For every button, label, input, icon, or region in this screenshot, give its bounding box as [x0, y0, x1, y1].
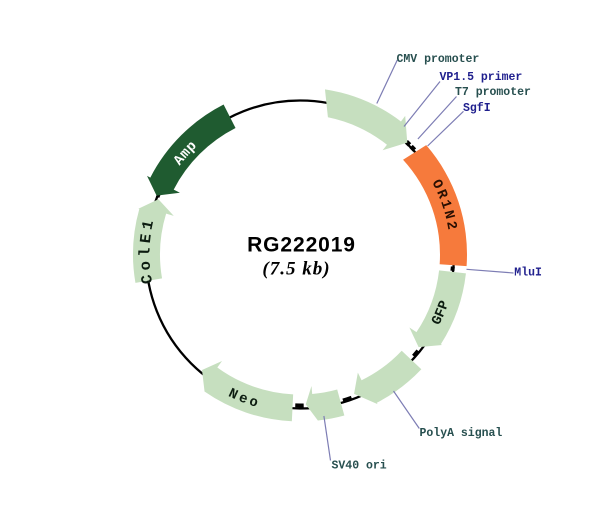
svg-text:CMV promoter: CMV promoter [397, 53, 480, 66]
svg-text:ColE1: ColE1 [136, 215, 158, 285]
svg-text:SgfI: SgfI [463, 102, 491, 115]
svg-text:T7 promoter: T7 promoter [455, 86, 531, 99]
svg-text:(7.5 kb): (7.5 kb) [262, 259, 330, 280]
svg-text:VP1.5 primer: VP1.5 primer [440, 71, 523, 84]
svg-text:RG222019: RG222019 [247, 234, 356, 257]
svg-text:PolyA signal: PolyA signal [420, 427, 503, 440]
svg-text:MluI: MluI [514, 267, 542, 280]
svg-text:SV40 ori: SV40 ori [332, 460, 387, 473]
